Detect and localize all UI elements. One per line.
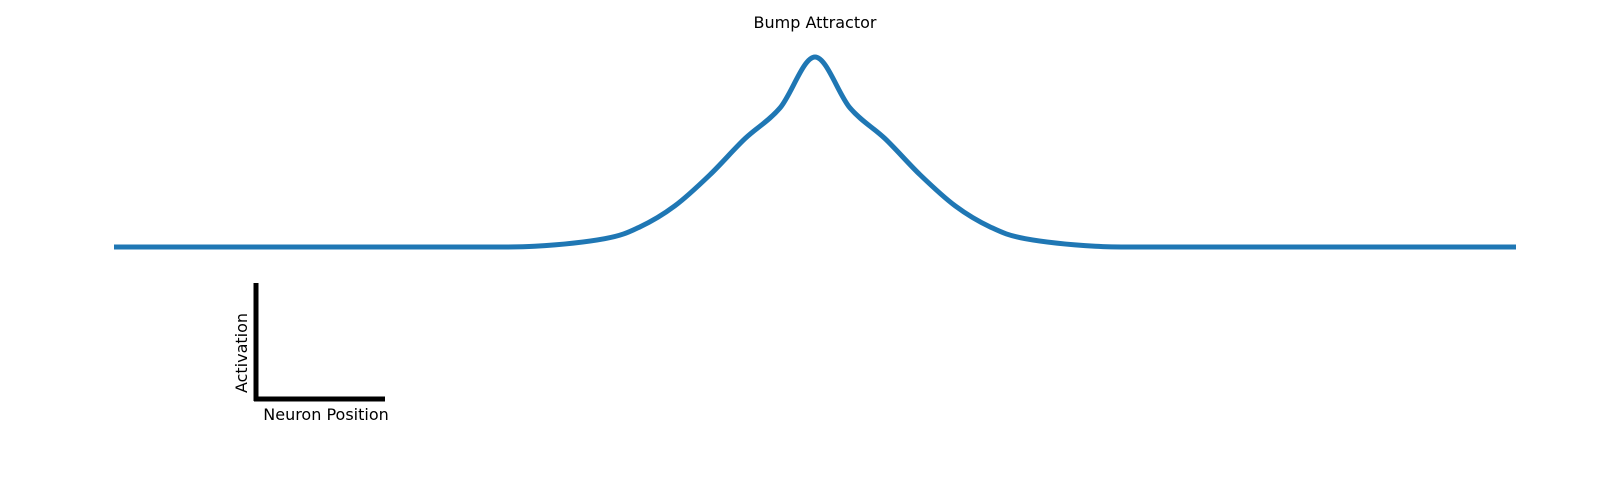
y-axis-label: Activation [232,313,251,393]
chart-title: Bump Attractor [754,13,877,32]
series-line-0 [114,54,1516,250]
series-layer [114,54,1516,250]
scale-bar: Activation Neuron Position [232,283,389,424]
x-axis-label: Neuron Position [263,405,389,424]
